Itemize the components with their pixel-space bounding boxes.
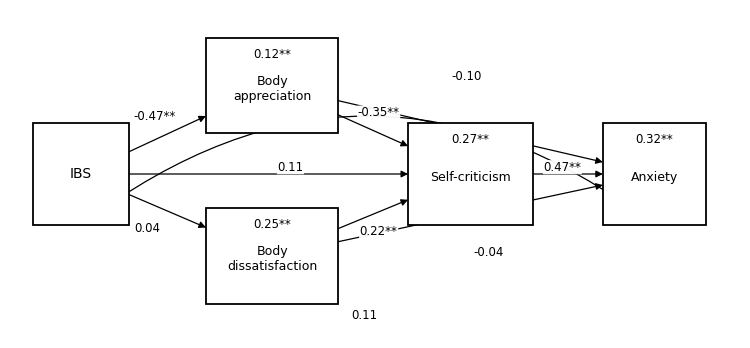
Text: 0.25**: 0.25** bbox=[254, 218, 291, 231]
FancyBboxPatch shape bbox=[408, 123, 533, 225]
Text: -0.35**: -0.35** bbox=[358, 106, 400, 119]
FancyBboxPatch shape bbox=[33, 123, 129, 225]
FancyBboxPatch shape bbox=[206, 38, 338, 133]
Text: Body
dissatisfaction: Body dissatisfaction bbox=[227, 245, 317, 273]
Text: -0.47**: -0.47** bbox=[134, 110, 176, 122]
Text: -0.10: -0.10 bbox=[452, 70, 482, 83]
Text: IBS: IBS bbox=[70, 167, 92, 181]
Text: Body
appreciation: Body appreciation bbox=[233, 75, 311, 103]
Text: 0.27**: 0.27** bbox=[452, 133, 490, 146]
FancyBboxPatch shape bbox=[206, 208, 338, 303]
Text: Self-criticism: Self-criticism bbox=[430, 171, 511, 184]
Text: Anxiety: Anxiety bbox=[631, 171, 678, 184]
Text: 0.12**: 0.12** bbox=[254, 48, 291, 61]
FancyBboxPatch shape bbox=[603, 123, 706, 225]
FancyArrowPatch shape bbox=[83, 116, 651, 223]
Text: 0.11: 0.11 bbox=[351, 309, 377, 322]
Text: 0.22**: 0.22** bbox=[360, 226, 398, 238]
Text: 0.04: 0.04 bbox=[134, 222, 160, 235]
Text: 0.11: 0.11 bbox=[278, 161, 304, 174]
Text: 0.32**: 0.32** bbox=[635, 133, 674, 146]
Text: 0.47**: 0.47** bbox=[544, 161, 581, 174]
Text: -0.04: -0.04 bbox=[474, 246, 504, 259]
